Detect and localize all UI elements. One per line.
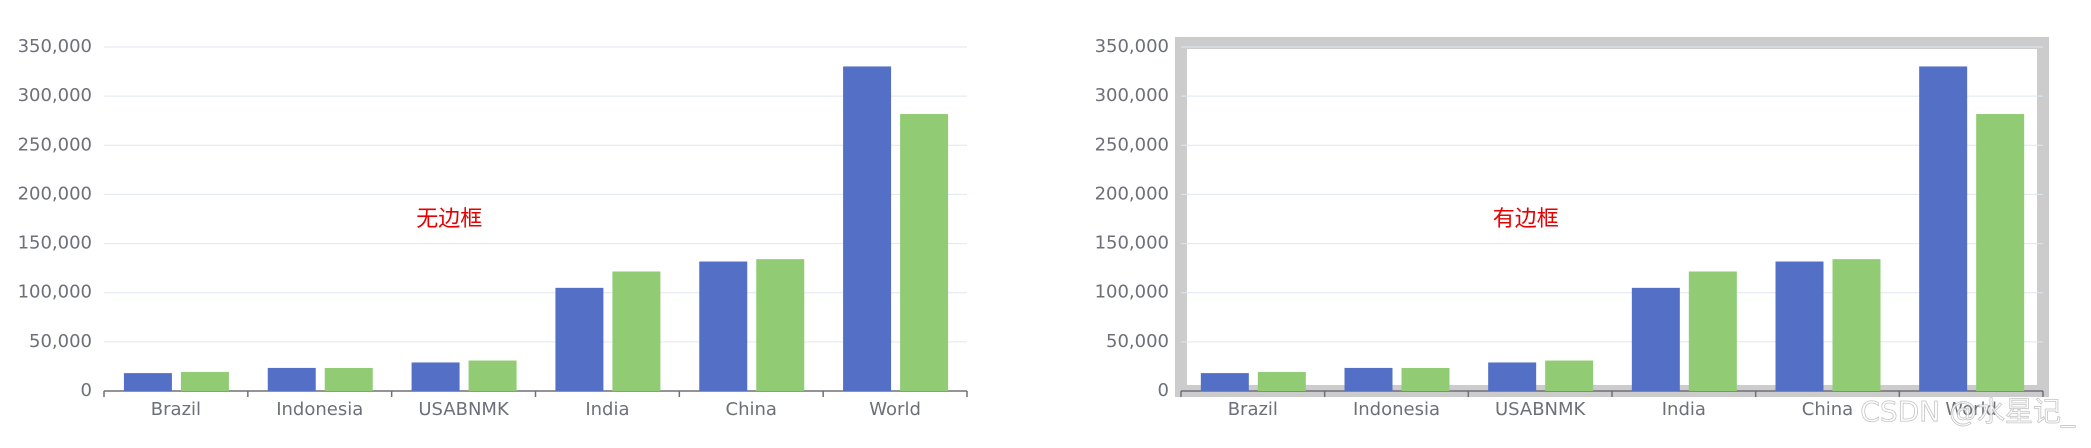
bar <box>555 287 604 391</box>
y-tick-label: 350,000 <box>1095 36 1169 57</box>
y-tick-label: 150,000 <box>1095 233 1169 254</box>
x-tick-label: Brazil <box>1228 399 1278 420</box>
watermark: CSDN @水星记_ <box>1860 395 2076 428</box>
y-tick-label: 50,000 <box>29 331 92 352</box>
x-tick-label: Indonesia <box>1353 399 1440 420</box>
y-tick-label: 300,000 <box>1095 85 1169 106</box>
x-tick-label: India <box>1662 399 1706 420</box>
x-tick-label: China <box>726 399 777 420</box>
y-tick-label: 150,000 <box>18 233 92 254</box>
bar <box>1200 373 1249 391</box>
x-tick-label: USABNMK <box>418 399 510 420</box>
y-tick-label: 200,000 <box>1095 183 1169 204</box>
y-tick-label: 300,000 <box>18 85 92 106</box>
bar <box>900 114 949 391</box>
grid-border <box>1175 37 2049 397</box>
bar <box>411 362 460 391</box>
annotation: 无边框 <box>416 207 482 232</box>
bar <box>1832 259 1881 391</box>
bar <box>1401 367 1450 391</box>
bar <box>1919 66 1968 391</box>
y-tick-label: 350,000 <box>18 36 92 57</box>
bar <box>123 373 172 391</box>
bar <box>699 261 748 391</box>
bar <box>1976 114 2025 391</box>
bar <box>1488 362 1537 391</box>
y-tick-label: 0 <box>81 380 92 401</box>
y-tick-label: 50,000 <box>1106 331 1169 352</box>
x-tick-label: China <box>1802 399 1853 420</box>
y-tick-label: 250,000 <box>18 134 92 155</box>
y-tick-label: 100,000 <box>1095 282 1169 303</box>
annotation: 有边框 <box>1493 207 1559 232</box>
x-tick-label: World <box>1945 399 1997 420</box>
bar <box>756 259 805 391</box>
bar <box>324 367 373 391</box>
bar <box>1545 360 1594 391</box>
bar <box>267 367 316 391</box>
x-tick-label: Indonesia <box>276 399 363 420</box>
x-tick-label: USABNMK <box>1495 399 1587 420</box>
y-tick-label: 250,000 <box>1095 134 1169 155</box>
bar <box>1344 367 1393 391</box>
bar <box>1775 261 1824 391</box>
y-tick-label: 100,000 <box>18 282 92 303</box>
bar <box>612 271 661 391</box>
x-tick-label: Brazil <box>151 399 201 420</box>
y-tick-label: 200,000 <box>18 183 92 204</box>
bar <box>843 66 892 391</box>
bar <box>468 360 517 391</box>
bar <box>180 372 229 391</box>
bar <box>1257 372 1306 391</box>
bar <box>1631 287 1680 391</box>
bar <box>1688 271 1737 391</box>
y-tick-label: 0 <box>1158 380 1169 401</box>
x-tick-label: World <box>869 399 921 420</box>
x-tick-label: India <box>585 399 629 420</box>
